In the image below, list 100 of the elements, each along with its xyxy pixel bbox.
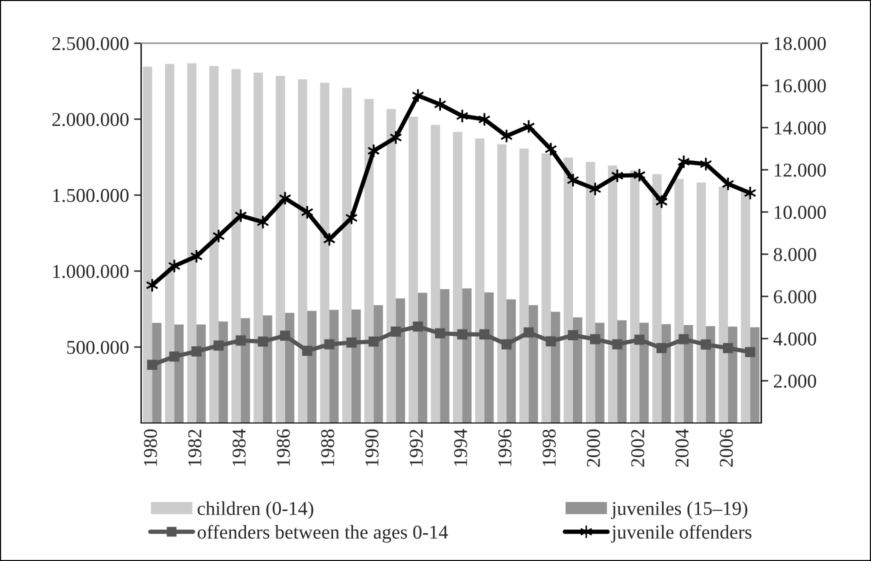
bar xyxy=(329,310,339,423)
point xyxy=(434,97,446,112)
y-tick-label: 1.500.000 xyxy=(53,188,129,202)
bar xyxy=(285,312,294,423)
bar xyxy=(352,310,361,423)
bar xyxy=(142,66,152,423)
point xyxy=(435,328,446,338)
bar xyxy=(608,165,618,423)
point xyxy=(368,336,379,347)
point xyxy=(323,232,336,247)
bar xyxy=(298,79,308,423)
bar xyxy=(652,174,662,423)
point xyxy=(256,214,270,230)
y-tick-label: 2.000.000 xyxy=(52,112,129,126)
bar xyxy=(418,292,428,423)
bar xyxy=(462,288,472,423)
bar xyxy=(506,299,516,423)
x-tick-label: 2002 xyxy=(631,430,644,467)
bar xyxy=(262,315,272,423)
bar xyxy=(542,153,551,423)
bar xyxy=(408,116,418,423)
bar xyxy=(740,190,750,423)
point xyxy=(588,182,602,196)
bar xyxy=(750,327,760,423)
point xyxy=(278,191,292,206)
bar xyxy=(528,305,538,423)
y2-tick-label: 16.000 xyxy=(774,79,826,92)
bar xyxy=(320,82,330,423)
point xyxy=(324,339,334,350)
point xyxy=(214,340,224,351)
bar xyxy=(307,310,317,423)
legend-label: offenders between the ages 0-14 xyxy=(198,524,448,543)
point xyxy=(500,128,513,144)
point xyxy=(302,346,312,356)
y2-tick-label: 4.000 xyxy=(773,332,816,346)
bar xyxy=(595,322,604,423)
bar xyxy=(572,317,582,423)
y-tick-label: 500.000 xyxy=(67,340,129,354)
bar xyxy=(475,138,484,423)
point xyxy=(655,194,668,209)
point xyxy=(566,172,580,188)
y2-tick-label: 12.000 xyxy=(774,164,826,177)
point xyxy=(478,112,491,127)
point xyxy=(390,326,401,337)
y-tick-label: 1.000.000 xyxy=(53,264,129,278)
bar xyxy=(452,132,462,423)
point xyxy=(633,168,646,182)
legend-label: children (0-14) xyxy=(198,501,314,520)
x-tick-label: 2000 xyxy=(586,429,600,467)
legend-label: juvenile offenders xyxy=(610,524,752,543)
bar xyxy=(662,324,671,423)
x-tick-label: 1984 xyxy=(232,428,246,466)
x-tick-label: 1986 xyxy=(276,429,290,466)
point xyxy=(346,338,357,348)
x-tick-label: 1992 xyxy=(410,430,423,466)
x-tick-label: 2004 xyxy=(675,428,689,467)
bar xyxy=(196,324,206,423)
point xyxy=(678,334,689,344)
y2-tick-label: 6.000 xyxy=(774,290,816,304)
bar xyxy=(342,88,352,423)
bar xyxy=(165,64,174,423)
bar xyxy=(430,124,440,423)
point xyxy=(345,210,358,226)
point xyxy=(457,329,468,340)
point xyxy=(524,327,534,338)
bar xyxy=(497,144,507,423)
point xyxy=(546,336,556,346)
bar xyxy=(187,63,196,423)
bar xyxy=(728,326,738,423)
point xyxy=(590,334,600,344)
point xyxy=(280,330,290,341)
point xyxy=(412,88,424,103)
x-tick-label: 2006 xyxy=(720,429,733,467)
x-tick-label: 1982 xyxy=(188,430,202,466)
point xyxy=(634,334,645,345)
bar xyxy=(684,325,694,423)
point xyxy=(212,228,225,244)
x-tick-label: 1996 xyxy=(498,429,512,466)
y2-tick-label: 10.000 xyxy=(774,206,826,220)
bar xyxy=(564,157,573,423)
bar xyxy=(674,178,684,423)
point xyxy=(169,351,180,362)
y2-tick-label: 8.000 xyxy=(774,248,816,262)
point xyxy=(722,176,734,192)
bar xyxy=(231,69,241,423)
bar xyxy=(209,66,219,423)
x-tick-label: 1990 xyxy=(365,429,379,466)
bar xyxy=(519,148,529,423)
bar xyxy=(386,108,396,423)
x-tick-label: 1980 xyxy=(144,429,158,466)
point xyxy=(501,339,512,350)
x-tick-label: 1994 xyxy=(454,428,468,466)
point xyxy=(700,339,711,350)
bar xyxy=(254,72,263,423)
point xyxy=(745,347,756,358)
point xyxy=(700,156,712,172)
bar xyxy=(396,298,406,423)
point xyxy=(412,321,424,332)
point xyxy=(236,335,246,346)
y2-tick-label: 2.000 xyxy=(774,374,816,388)
